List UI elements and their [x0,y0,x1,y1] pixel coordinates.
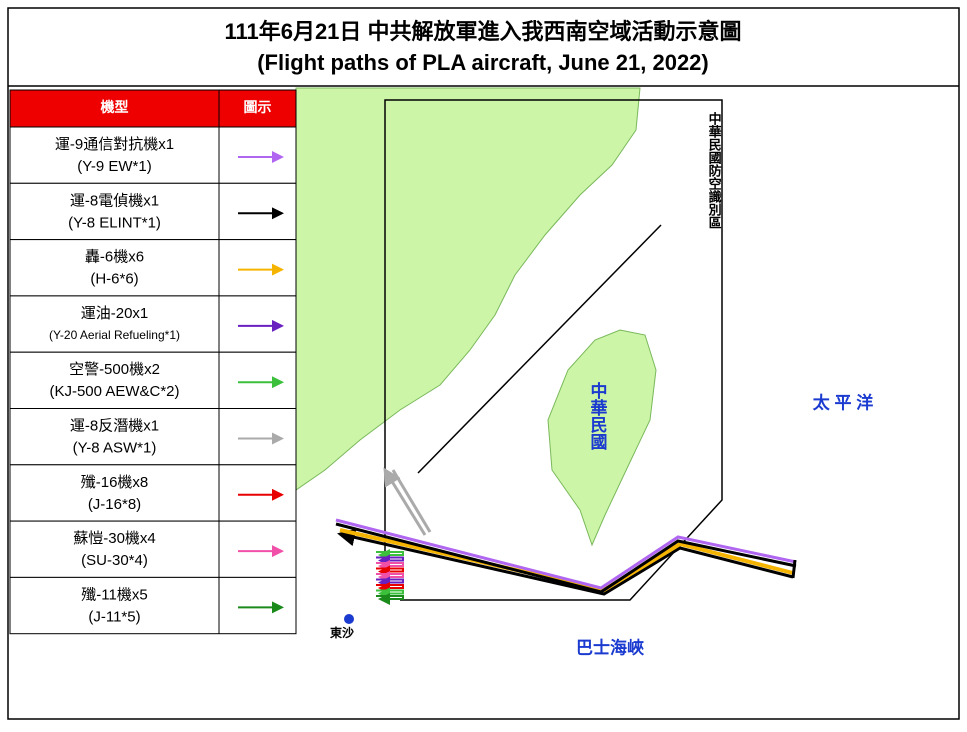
flight-path [376,554,404,567]
mainland [295,87,641,491]
legend-row [9,464,297,522]
flight-path [376,576,404,589]
flight-path [376,587,404,600]
dongsha-dot [344,614,354,624]
flight-paths [335,467,797,605]
legend-row [9,520,297,578]
flight-path [337,528,794,596]
aircraft-english: (SU-30*4) [81,552,148,569]
flight-path [376,549,404,561]
aircraft-english: (Y-8 ASW*1) [73,439,157,456]
taiwan-label: 中華民國 [588,381,608,451]
legend-header-text: 機型 [101,99,129,115]
subtitle: (Flight paths of PLA aircraft, June 21, … [257,50,709,75]
flight-path [383,467,427,536]
aircraft-name: 運-8反潛機x1 [70,417,159,434]
legend-row [9,239,297,297]
aircraft-english: (Y-20 Aerial Refueling*1) [49,328,180,342]
aircraft-name: 殲-11機x5 [81,586,147,603]
aircraft-english: (Y-8 ELINT*1) [68,214,161,231]
flight-path [376,582,404,594]
aircraft-name: 蘇愷-30機x4 [73,530,156,547]
legend-table: 機型 圖示運-9通信對抗機x1 (Y-9 EW*1) 運-8電偵機x1 (Y-8 ELI… [9,89,297,635]
aircraft-name: 轟-6機x6 [85,249,144,266]
aircraft-english: (J-11*5) [88,608,140,625]
aircraft-name: 空警-500機x2 [69,361,160,378]
map: 中華民國防空識別區 中華民國 太 平 洋 巴士海峽 東沙 [295,87,873,657]
title: 111年6月21日 中共解放軍進入我西南空域活動示意圖 [224,19,741,44]
flight-path [335,518,797,590]
legend-row [9,351,297,410]
flight-path [376,593,404,605]
taiwan-island [547,329,657,547]
adiz-label: 中華民國防空識別區 [707,111,723,229]
legend-row [9,576,297,635]
flight-path [791,559,797,579]
adiz-boundary [384,99,723,601]
aircraft-name: 殲-16機x8 [81,474,149,491]
legend-header-text: 圖示 [244,99,272,115]
flight-path [391,469,432,533]
aircraft-english: (KJ-500 AEW&C*2) [49,383,179,400]
flight-path [376,571,404,583]
dongsha-label: 東沙 [330,625,354,640]
aircraft-english: (J-16*8) [88,496,141,513]
aircraft-english: (H-6*6) [90,271,138,288]
flight-path [376,565,404,578]
legend-row [9,126,297,184]
aircraft-name: 運-8電偵機x1 [70,192,159,209]
legend-row [9,182,297,241]
pacific-label: 太 平 洋 [813,392,873,412]
legend-header [9,89,297,128]
median-line [417,224,662,474]
legend-row [9,295,297,353]
aircraft-name: 運油-20x1 [81,305,149,322]
aircraft-english: (Y-9 EW*1) [77,158,151,175]
legend-row [9,408,297,466]
flight-path [335,522,797,594]
strait-label: 巴士海峽 [576,637,645,657]
flight-path [376,560,404,572]
aircraft-name: 運-9通信對抗機x1 [55,136,174,153]
